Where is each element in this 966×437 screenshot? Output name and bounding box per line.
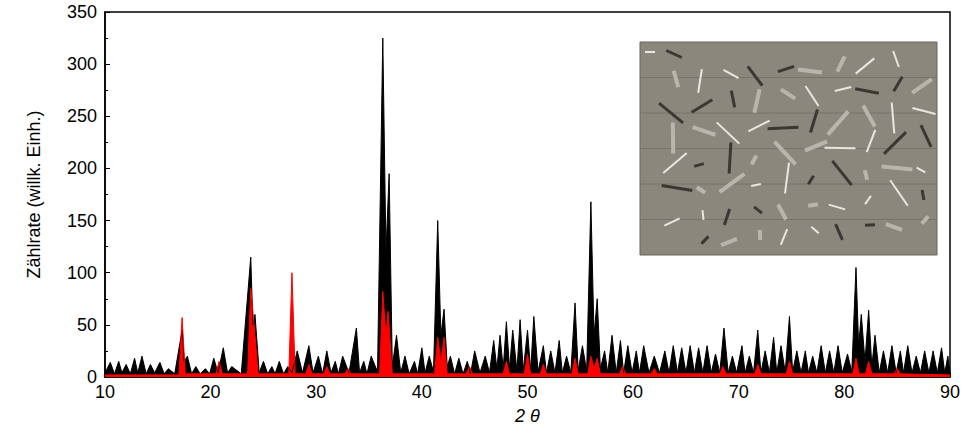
- svg-text:90: 90: [940, 382, 960, 402]
- svg-text:60: 60: [623, 382, 643, 402]
- svg-text:200: 200: [67, 158, 97, 178]
- svg-text:20: 20: [201, 382, 221, 402]
- svg-text:80: 80: [834, 382, 854, 402]
- svg-text:0: 0: [87, 367, 97, 387]
- svg-text:70: 70: [729, 382, 749, 402]
- svg-text:50: 50: [517, 382, 537, 402]
- svg-text:250: 250: [67, 106, 97, 126]
- svg-text:Zählrate (willk. Einh.): Zählrate (willk. Einh.): [24, 110, 44, 278]
- svg-text:2 θ: 2 θ: [514, 406, 540, 426]
- svg-text:40: 40: [412, 382, 432, 402]
- svg-text:100: 100: [67, 263, 97, 283]
- svg-text:150: 150: [67, 211, 97, 231]
- svg-text:30: 30: [306, 382, 326, 402]
- svg-text:50: 50: [77, 315, 97, 335]
- svg-text:350: 350: [67, 2, 97, 22]
- svg-text:300: 300: [67, 54, 97, 74]
- svg-text:10: 10: [95, 382, 115, 402]
